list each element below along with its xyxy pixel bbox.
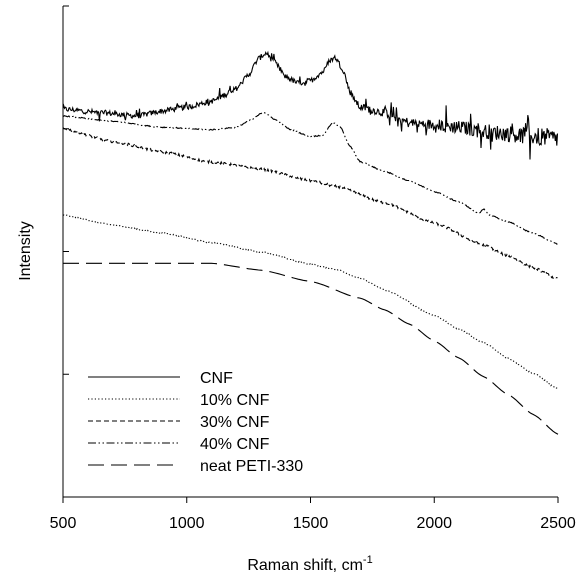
series-line-5 bbox=[63, 262, 559, 435]
legend-label-3: 30% CNF bbox=[200, 414, 270, 431]
x-tick-label-2000: 2000 bbox=[416, 515, 452, 532]
series-line-4 bbox=[62, 111, 558, 245]
y-ticks bbox=[63, 5, 69, 498]
x-tick-label-500: 500 bbox=[50, 515, 77, 532]
legend-label-5: neat PETI-330 bbox=[200, 458, 303, 475]
legend-label-4: 40% CNF bbox=[200, 436, 270, 453]
x-axis-title-main: Raman shift, cm bbox=[247, 557, 363, 574]
series-line-3 bbox=[62, 127, 558, 279]
x-tick-label-1000: 1000 bbox=[169, 515, 205, 532]
legend: CNF 10% CNF 30% CNF 40% CNF neat PETI-330 bbox=[88, 370, 303, 475]
x-axis-title: Raman shift, cm-1 bbox=[247, 554, 372, 574]
x-tick-label-1500: 1500 bbox=[293, 515, 329, 532]
series-layer bbox=[62, 50, 559, 435]
legend-label-2: 10% CNF bbox=[200, 392, 270, 409]
x-axis-title-sup: -1 bbox=[363, 554, 373, 566]
series-line-1 bbox=[62, 50, 559, 160]
legend-label-1: CNF bbox=[200, 370, 233, 387]
series-line-2 bbox=[63, 214, 558, 390]
y-axis-title: Intensity bbox=[17, 221, 34, 281]
x-tick-label-2500: 2500 bbox=[540, 515, 576, 532]
x-ticks: 500 1000 1500 2000 2500 bbox=[50, 497, 576, 532]
